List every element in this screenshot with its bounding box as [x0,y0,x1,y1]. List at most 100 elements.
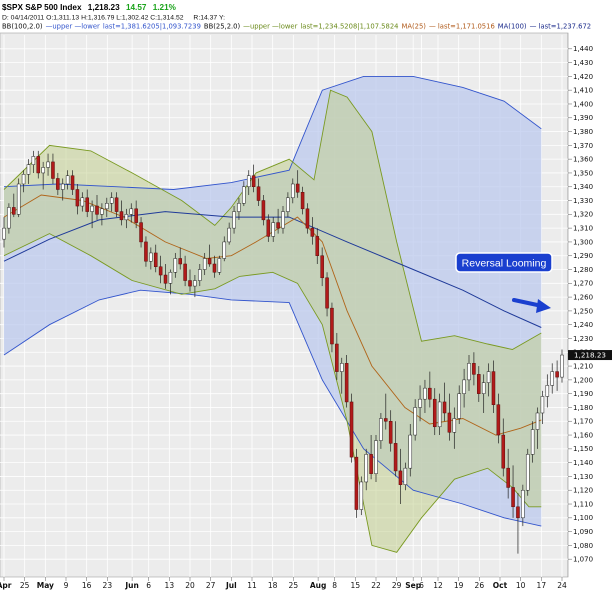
x-tick-label: Sep [405,581,421,590]
y-tick-label: 1,150 [573,445,593,453]
x-tick-label: Jun [124,581,138,590]
candle [496,393,501,444]
candle [325,272,329,317]
candle [545,374,550,408]
candle-body [330,307,334,345]
candle-body [153,252,158,268]
candle-body [100,208,104,215]
candle [305,203,310,234]
y-tick-label: 1,160 [573,431,593,439]
candle [403,462,408,491]
candle-body [472,363,476,375]
candle [242,181,246,207]
candle-body [119,211,124,221]
candle [153,244,158,273]
candle [70,170,75,196]
candle [320,247,324,287]
candle-body [232,211,236,229]
y-tick-label: 1,320 [573,211,593,219]
candle [540,390,545,425]
candle [100,203,104,226]
candle-body [21,174,26,185]
candle [408,424,413,477]
candle-body [222,241,227,259]
candle-body [555,371,559,378]
candle [36,150,41,179]
candle [276,208,280,234]
candle-body [477,374,481,394]
candle-body [163,274,168,284]
candle [60,178,65,201]
candle [335,332,339,380]
ma100-line [3,211,542,328]
candle-body [447,412,452,433]
candle [418,385,422,422]
candle-body [452,418,457,433]
last-price-marker: 1,218.23 [568,350,612,361]
candle-body [129,208,134,215]
candle-body [261,200,266,221]
candle [168,269,173,295]
candle-body [481,382,486,394]
candle [80,192,85,212]
candle [462,368,466,408]
y-tick-label: 1,170 [573,418,593,426]
y-tick-label: 1,390 [573,114,593,122]
candle-body [276,222,280,229]
candle-body [320,255,324,279]
x-tick-label: 27 [206,581,216,590]
price-axis: 1,070 1,080 1,090 1,100 1,110 1,120 1,130 1,140… [568,45,593,564]
candle-body [12,207,16,215]
candle-body [36,156,41,174]
candle [432,388,437,436]
price-axis-panel [568,33,615,577]
candle [423,379,427,413]
y-tick-label: 1,120 [573,487,593,495]
candle [354,448,359,518]
candle-body [525,454,530,491]
x-tick-label: Apr [0,581,12,590]
candle-body [188,280,192,287]
candle [124,208,129,229]
candle-body [124,214,129,221]
candle-body [242,186,246,204]
bb25-lower-line [3,233,542,553]
candle-body [60,183,65,190]
y-tick-label: 1,200 [573,376,593,384]
annotation-text: Reversal Looming [462,258,547,270]
candle [246,170,251,196]
candle-body [207,258,212,265]
candle [202,252,207,276]
symbol-title: $SPX S&P 500 Index [2,3,82,12]
candle-body [300,192,305,210]
candle [315,228,320,264]
candle-body [193,280,197,287]
candle [393,421,398,477]
candle-body [173,258,178,273]
candle [158,255,163,284]
candle [398,448,403,505]
candle [129,203,134,223]
y-tick-label: 1,270 [573,280,593,288]
candle [491,360,496,413]
candle [16,178,21,218]
candle-body [144,241,148,262]
candle-body [139,222,143,243]
candle [364,448,368,491]
candle [266,214,271,242]
candle-body [251,175,256,187]
candle-body [486,371,491,383]
candle-body [540,396,545,414]
candle-body [530,429,535,455]
candle [251,164,256,193]
reversal-annotation: Reversal Looming [455,252,553,313]
candle [212,255,217,278]
candle-body [109,197,114,204]
candle-body [41,167,45,174]
x-tick-label: 20 [185,581,195,590]
candle-body [56,178,60,190]
candle [85,189,89,218]
candle-body [432,398,437,428]
y-tick-label: 1,260 [573,294,593,302]
y-tick-label: 1,440 [573,45,593,53]
